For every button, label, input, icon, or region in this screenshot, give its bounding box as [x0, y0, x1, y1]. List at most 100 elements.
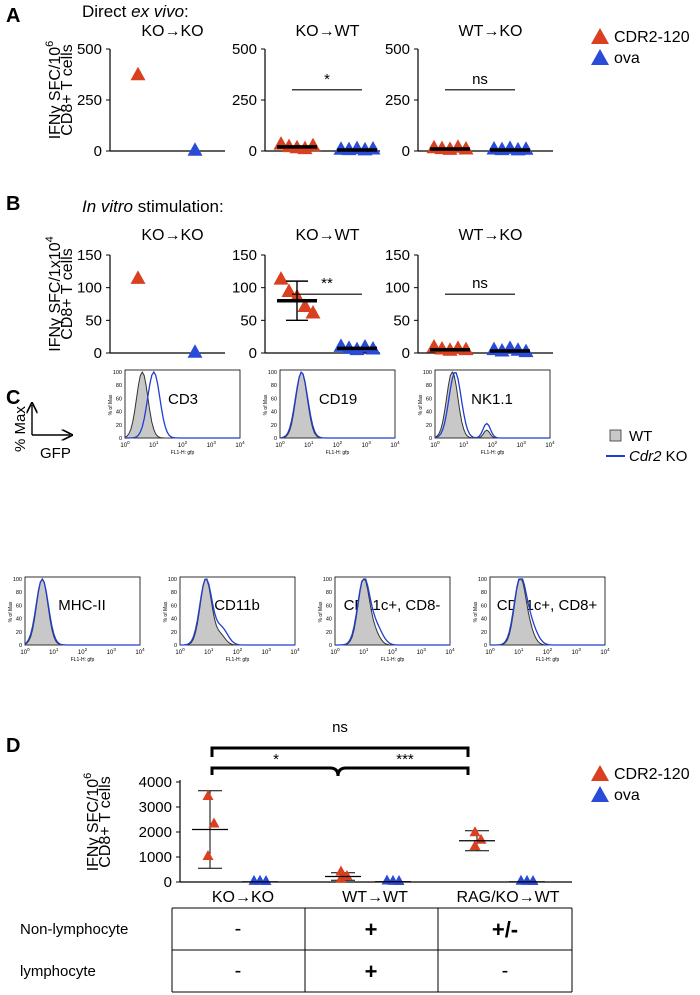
- panel-d-ylabel-line-0: IFNγ SFC/10: [85, 779, 102, 872]
- panel-b-point-0-0-0: [130, 270, 146, 284]
- panel-c-xtick-6-2: 102: [543, 647, 553, 656]
- panel-d-category-1: WT→WT: [342, 889, 408, 906]
- panel-c-ytick-5-2: 40: [326, 617, 332, 623]
- panel-d-bracket-3star-label: ***: [396, 751, 414, 768]
- panel-c-ytick-3-0: 0: [19, 643, 22, 649]
- panel-b-ytick-label-0-2: 100: [77, 280, 102, 297]
- panel-c-ko-curve-1: [279, 371, 395, 439]
- legend-top: CDR2-120 ova: [591, 28, 690, 67]
- panel-c-xtick-4-1: 101: [204, 647, 214, 656]
- panel-b-subplot-0: KO→KO 0 50 100 150: [77, 227, 225, 362]
- panel-b-subtitle-post: stimulation:: [133, 197, 224, 216]
- panel-c-ytick-3-4: 80: [16, 590, 22, 596]
- panel-c-ytick-1-5: 100: [268, 370, 277, 376]
- panel-d-ylabel-sup-0: 6: [82, 773, 94, 779]
- panel-c-title-6: CD11c+, CD8+: [497, 597, 598, 614]
- panel-c-xtick-2-3: 103: [517, 440, 527, 449]
- panel-c-xtick-exp-1-0: 0: [282, 440, 285, 445]
- panel-d-ylabel: IFNγ SFC/106CD8+ T cells: [82, 773, 114, 872]
- table-cell-r1-c2: +: [365, 917, 378, 942]
- legend-c-ko-label: Cdr2 KO: [629, 448, 687, 465]
- panel-a-ylabel-line-1: CD8+ T cells: [59, 44, 76, 135]
- legend-d-ova-marker: [591, 786, 609, 802]
- panel-c-ytick-4-3: 60: [171, 603, 177, 609]
- table-cell-r2-c2: +: [365, 959, 378, 984]
- panel-c-xtick-6-0: 100: [485, 647, 495, 656]
- legend-d: CDR2-120 ova: [591, 765, 690, 804]
- panel-c-ytick-2-5: 100: [423, 370, 432, 376]
- panel-b-sig-label-2: ns: [472, 275, 488, 292]
- panel-c-xlabel-1: FL1-H: gfp: [326, 450, 350, 456]
- panel-b-subplot-2: WT→KO 0 50 100 150 ns: [385, 227, 553, 362]
- panel-c-ytick-2-3: 60: [426, 396, 432, 402]
- panel-c-ytick-2-2: 40: [426, 410, 432, 416]
- panel-c-xtick-exp-5-2: 2: [395, 647, 398, 652]
- panel-c-xtick-5-3: 103: [417, 647, 427, 656]
- panel-c-xtick-exp-4-4: 4: [297, 647, 300, 652]
- panel-c-ytick-1-3: 60: [271, 396, 277, 402]
- panel-c-xtick-1-0: 100: [275, 440, 285, 449]
- panel-c-ytick-1-1: 20: [271, 423, 277, 429]
- panel-c-xtick-exp-1-4: 4: [397, 440, 400, 445]
- panel-b-point-1-0-3: [297, 298, 313, 313]
- panel-c-xtick-0-2: 102: [178, 440, 188, 449]
- panel-c-histogram-5: CD11c+, CD8-020406080100100101102103104F…: [318, 576, 455, 663]
- panel-c-xtick-exp-0-0: 0: [127, 440, 130, 445]
- panel-c-ylabel-6: % of Max: [473, 601, 479, 622]
- panel-c-ytick-2-4: 80: [426, 383, 432, 389]
- panel-b-ylabel: IFNγ SFC/1x104CD8+ T cells: [44, 236, 76, 351]
- panel-b-subplot-1: KO→WT 0 50 100 150 **: [232, 227, 381, 362]
- legend-top-ova-label: ova: [614, 50, 640, 67]
- panel-a-point-1-0-4: [305, 137, 321, 152]
- panel-a-ytick-label-0-0: 0: [94, 143, 102, 160]
- panel-c-xtick-5-2: 102: [388, 647, 398, 656]
- panel-c-ylabel-2: % of Max: [418, 394, 424, 415]
- panel-c-xtick-1-1: 101: [304, 440, 314, 449]
- panel-a-subtitle-post: :: [184, 2, 189, 21]
- panel-c-xtick-4-4: 104: [290, 647, 300, 656]
- panel-c-xtick-2-0: 100: [430, 440, 440, 449]
- panel-c-xtick-2-1: 101: [459, 440, 469, 449]
- panel-a-ylabel-sup-0: 6: [44, 41, 56, 47]
- panel-a-subtitle-em: ex vivo: [131, 2, 184, 21]
- panel-c-xtick-1-2: 102: [333, 440, 343, 449]
- panel-c-ko-curve-4: [180, 578, 295, 646]
- panel-c-ytick-0-1: 20: [116, 423, 122, 429]
- panel-d-bracket-star-label: *: [273, 751, 279, 768]
- panel-d-ylabel-line-1: CD8+ T cells: [97, 776, 114, 867]
- panel-c-xtick-4-3: 103: [262, 647, 272, 656]
- panel-c-title-0: CD3: [168, 391, 198, 408]
- panel-d-point-0-2: [202, 850, 214, 860]
- panel-c-xtick-3-4: 104: [135, 647, 145, 656]
- panel-d-point-2-2: [335, 872, 347, 883]
- panel-c-xtick-exp-5-1: 1: [366, 647, 369, 652]
- panel-d-ytick-label-3: 3000: [139, 799, 172, 816]
- panel-c-xtick-exp-4-3: 3: [268, 647, 271, 652]
- panel-c-ytick-0-5: 100: [113, 370, 122, 376]
- panel-a-subplot-title-0: KO→KO: [141, 23, 203, 40]
- panel-b-sig-label-1: **: [321, 275, 333, 292]
- panel-c-ytick-4-5: 100: [168, 577, 177, 583]
- panel-a-charts: KO→KO 0 250 500 KO→WT 0 250 500 * WT→KO 0 250 500 ns I…: [44, 23, 553, 160]
- panel-letter-d: D: [6, 735, 20, 757]
- panel-b-point-1-0-4: [305, 305, 321, 319]
- table-cell-r1-c3: +/-: [492, 917, 518, 942]
- panel-c-ylabel-3: % of Max: [8, 601, 14, 622]
- panel-b-ytick-label-2-3: 150: [385, 247, 410, 264]
- panel-c-xlabel-2: FL1-H: gfp: [481, 450, 505, 456]
- legend-c-wt-label: WT: [629, 428, 652, 445]
- panel-a-ytick-label-2-0: 0: [402, 143, 410, 160]
- panel-c-ytick-4-2: 40: [171, 617, 177, 623]
- panel-c-xtick-3-1: 101: [49, 647, 59, 656]
- panel-c-ylabel-4: % of Max: [163, 601, 169, 622]
- panel-c-xtick-exp-1-3: 3: [368, 440, 371, 445]
- panel-a-ytick-label-1-0: 0: [249, 143, 257, 160]
- panel-c-ytick-4-1: 20: [171, 630, 177, 636]
- panel-c-xtick-exp-2-4: 4: [552, 440, 555, 445]
- panel-a-subtitle-pre: Direct: [82, 2, 131, 21]
- panel-b-ylabel-line-1: CD8+ T cells: [59, 248, 76, 339]
